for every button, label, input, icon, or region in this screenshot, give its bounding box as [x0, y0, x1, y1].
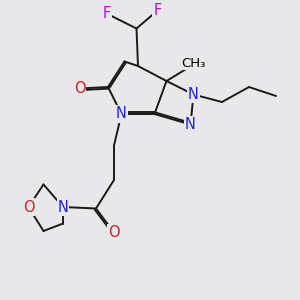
Text: O: O	[74, 81, 85, 96]
Text: O: O	[23, 200, 34, 214]
Text: N: N	[58, 200, 68, 214]
Text: N: N	[185, 117, 196, 132]
Text: F: F	[102, 6, 111, 21]
Text: O: O	[108, 225, 120, 240]
Text: CH₃: CH₃	[181, 56, 206, 70]
Text: N: N	[116, 106, 127, 122]
Text: F: F	[153, 3, 162, 18]
Text: N: N	[188, 87, 199, 102]
